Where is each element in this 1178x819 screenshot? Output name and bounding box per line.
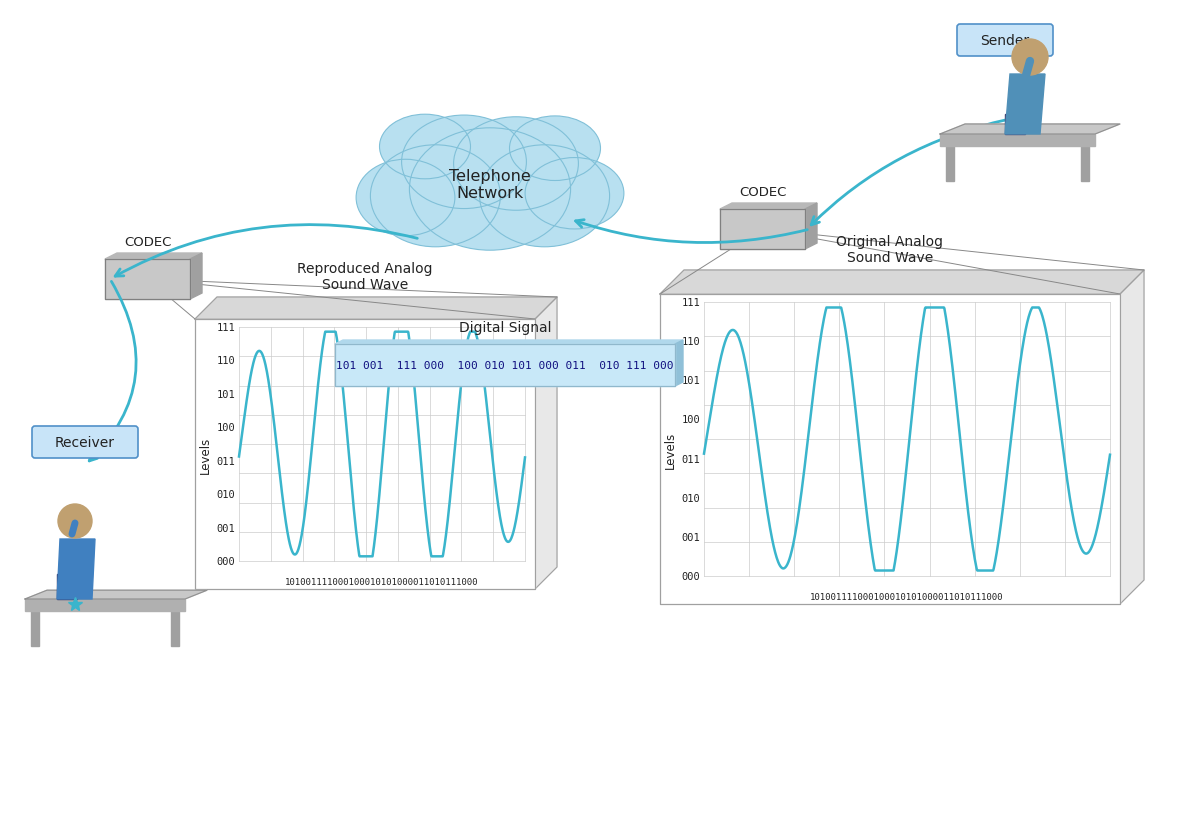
Text: 011: 011	[217, 456, 234, 466]
Text: 100: 100	[217, 423, 234, 432]
Circle shape	[58, 505, 92, 538]
Text: 011: 011	[681, 454, 700, 464]
Polygon shape	[805, 204, 818, 250]
Text: Original Analog
Sound Wave: Original Analog Sound Wave	[836, 234, 944, 265]
Polygon shape	[1005, 75, 1045, 135]
Ellipse shape	[479, 146, 609, 247]
Text: 000: 000	[681, 572, 700, 581]
Text: Telephone
Network: Telephone Network	[449, 169, 531, 201]
Polygon shape	[25, 590, 207, 600]
Ellipse shape	[454, 118, 578, 211]
Text: 101: 101	[217, 389, 234, 400]
Polygon shape	[1120, 270, 1144, 604]
Polygon shape	[105, 260, 190, 300]
Polygon shape	[196, 319, 535, 590]
Text: Reproduced Analog
Sound Wave: Reproduced Analog Sound Wave	[297, 261, 432, 292]
Polygon shape	[31, 611, 39, 646]
Text: 010: 010	[217, 490, 234, 500]
Ellipse shape	[370, 146, 501, 247]
Ellipse shape	[356, 160, 455, 237]
Ellipse shape	[510, 117, 601, 181]
Text: 001: 001	[681, 532, 700, 542]
Polygon shape	[57, 540, 95, 600]
Polygon shape	[57, 574, 77, 600]
Polygon shape	[675, 341, 683, 387]
Text: CODEC: CODEC	[739, 186, 786, 199]
Text: 101001111000100010101000011010111000: 101001111000100010101000011010111000	[810, 592, 1004, 601]
Text: Receiver: Receiver	[55, 436, 115, 450]
Text: Digital Signal: Digital Signal	[458, 320, 551, 335]
Polygon shape	[171, 611, 179, 646]
Text: 100: 100	[681, 415, 700, 425]
Text: 111: 111	[217, 323, 234, 333]
Text: 101: 101	[681, 376, 700, 386]
Polygon shape	[335, 341, 683, 345]
Text: 001: 001	[217, 523, 234, 533]
Polygon shape	[335, 345, 675, 387]
Polygon shape	[190, 254, 201, 300]
Polygon shape	[25, 600, 185, 611]
FancyBboxPatch shape	[957, 25, 1053, 57]
Ellipse shape	[410, 129, 570, 251]
Polygon shape	[1005, 115, 1025, 135]
Text: 101 001  111 000  100 010 101 000 011  010 111 000: 101 001 111 000 100 010 101 000 011 010 …	[336, 360, 674, 370]
Text: Levels: Levels	[663, 431, 676, 468]
FancyBboxPatch shape	[32, 427, 138, 459]
Text: 110: 110	[217, 356, 234, 366]
Ellipse shape	[379, 115, 470, 179]
Polygon shape	[1081, 147, 1088, 182]
Text: CODEC: CODEC	[124, 236, 171, 249]
Text: 010: 010	[681, 493, 700, 503]
Polygon shape	[720, 210, 805, 250]
Polygon shape	[720, 204, 818, 210]
Polygon shape	[660, 270, 1144, 295]
Text: 101001111000100010101000011010111000: 101001111000100010101000011010111000	[285, 577, 478, 586]
Text: 000: 000	[217, 556, 234, 566]
Polygon shape	[660, 295, 1120, 604]
Text: Levels: Levels	[199, 436, 212, 473]
Polygon shape	[940, 135, 1096, 147]
Polygon shape	[535, 297, 557, 590]
Polygon shape	[196, 297, 557, 319]
Text: 111: 111	[681, 297, 700, 308]
Circle shape	[1012, 40, 1048, 76]
Polygon shape	[105, 254, 201, 260]
Ellipse shape	[525, 158, 624, 229]
Text: Sender: Sender	[980, 34, 1030, 48]
Polygon shape	[940, 124, 1120, 135]
Ellipse shape	[402, 116, 527, 210]
Text: 110: 110	[681, 337, 700, 346]
Polygon shape	[946, 147, 954, 182]
